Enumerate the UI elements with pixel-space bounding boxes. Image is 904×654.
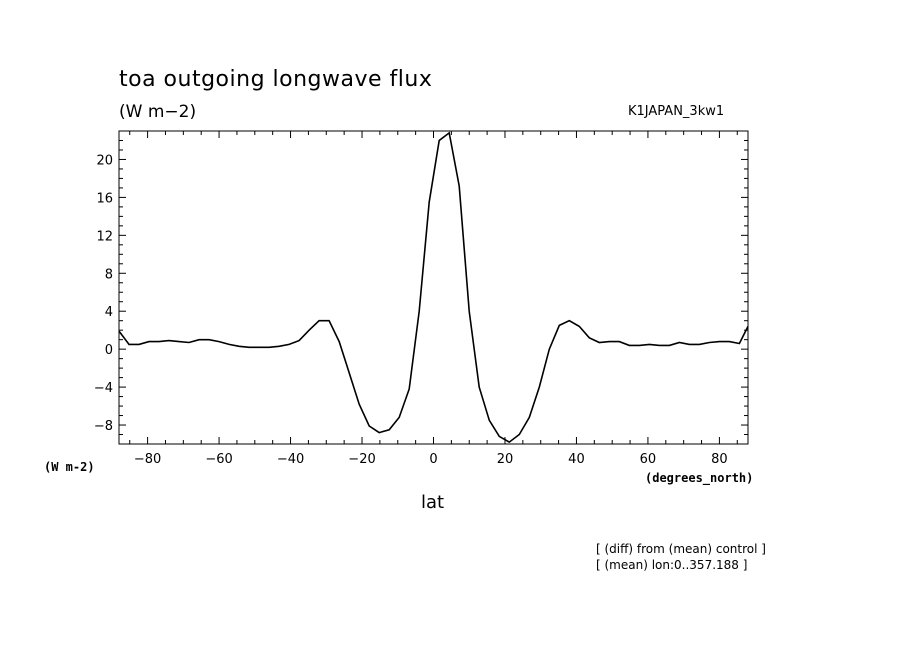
- chart-title: toa outgoing longwave flux: [119, 67, 433, 92]
- x-tick-label: −40: [277, 452, 304, 467]
- units-label: (W m−2): [119, 102, 197, 122]
- tick-group: [119, 130, 748, 445]
- x-tick-label: −60: [205, 452, 232, 467]
- x-tick-label: 60: [640, 452, 657, 467]
- y-tick-label: 4: [105, 305, 113, 320]
- x-tick-label: −20: [348, 452, 375, 467]
- y-tick-label: 12: [96, 229, 113, 244]
- note-diff: [ (diff) from (mean) control ]: [596, 542, 766, 556]
- case-name: K1JAPAN_3kw1: [628, 104, 725, 119]
- x-tick-label: −80: [134, 452, 161, 467]
- y-tick-label: 0: [105, 343, 113, 358]
- x-axis-units: (degrees_north): [645, 471, 754, 485]
- x-axis-label: lat: [421, 492, 445, 513]
- y-tick-label: 16: [96, 191, 113, 206]
- y-axis-units: (W m-2): [44, 460, 95, 474]
- x-tick-label: 80: [711, 452, 728, 467]
- note-mean-lon: [ (mean) lon:0..357.188 ]: [596, 558, 748, 572]
- y-tick-label: 8: [105, 267, 113, 282]
- y-tick-label: −4: [94, 381, 113, 396]
- y-tick-label: −8: [94, 419, 113, 434]
- x-tick-label: 0: [429, 452, 437, 467]
- series-line: [118, 131, 749, 444]
- x-tick-label: 40: [568, 452, 585, 467]
- y-tick-label: 20: [96, 153, 113, 168]
- x-tick-label: 20: [497, 452, 514, 467]
